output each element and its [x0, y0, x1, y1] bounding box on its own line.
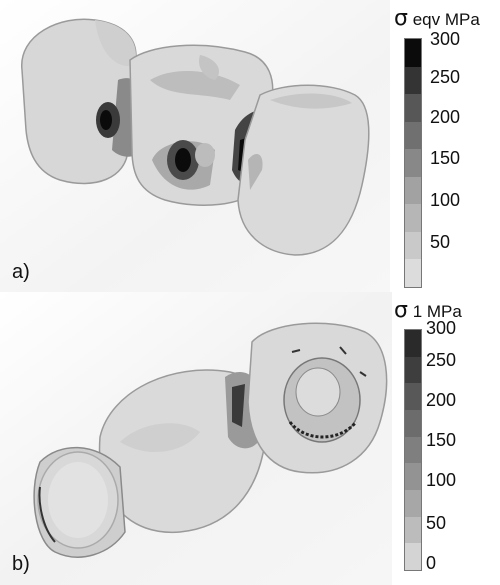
colorbar-segment	[405, 330, 421, 357]
panel-b: σ 1 MPa 300 250 200 150 100 50 0 b)	[0, 292, 500, 585]
colorbar-segment	[405, 356, 421, 384]
colorbar-segment	[405, 66, 421, 95]
colorbar-a	[404, 38, 422, 288]
colorbar-segment	[405, 516, 421, 544]
colorbar-segment	[405, 94, 421, 123]
colorbar-a-tick: 250	[430, 67, 461, 87]
stress-render-a	[0, 0, 390, 292]
colorbar-b-tick: 150	[426, 430, 457, 450]
colorbar-segment	[405, 543, 421, 571]
colorbar-segment	[405, 121, 421, 150]
colorbar-a-tick: 150	[430, 148, 461, 168]
colorbar-a-tick: 50	[430, 232, 451, 252]
colorbar-a-tick: 300	[430, 29, 461, 49]
colorbar-segment	[405, 231, 421, 260]
colorbar-b-tick: 250	[426, 350, 457, 370]
panel-label-b: b)	[12, 553, 30, 575]
colorbar-b-tick: 50	[426, 513, 447, 533]
stress-render-b	[0, 292, 392, 585]
right-block	[237, 84, 370, 256]
colorbar-segment	[405, 39, 421, 67]
colorbar-b	[404, 329, 422, 571]
colorbar-b-tick: 300	[426, 318, 457, 338]
colorbar-segment	[405, 259, 421, 288]
colorbar-title-a: σ eqv MPa	[394, 6, 480, 31]
colorbar-segment	[405, 383, 421, 411]
colorbar-segment	[405, 204, 421, 233]
colorbar-b-tick: 100	[426, 470, 457, 490]
colorbar-segment	[405, 436, 421, 464]
colorbar-b-tick: 200	[426, 390, 457, 410]
colorbar-segment	[405, 176, 421, 205]
panel-label-a: a)	[12, 261, 30, 283]
colorbar-segment	[405, 410, 421, 437]
colorbar-segment	[405, 463, 421, 491]
colorbar-a-tick: 200	[430, 107, 461, 127]
colorbar-b-tick: 0	[426, 553, 437, 573]
colorbar-a-tick: 100	[430, 190, 461, 210]
colorbar-segment	[405, 149, 421, 178]
panel-a: σ eqv MPa 300 250 200 150 100 50 a)	[0, 0, 500, 292]
colorbar-title-b: σ 1 MPa	[394, 298, 462, 323]
colorbar-segment	[405, 490, 421, 517]
